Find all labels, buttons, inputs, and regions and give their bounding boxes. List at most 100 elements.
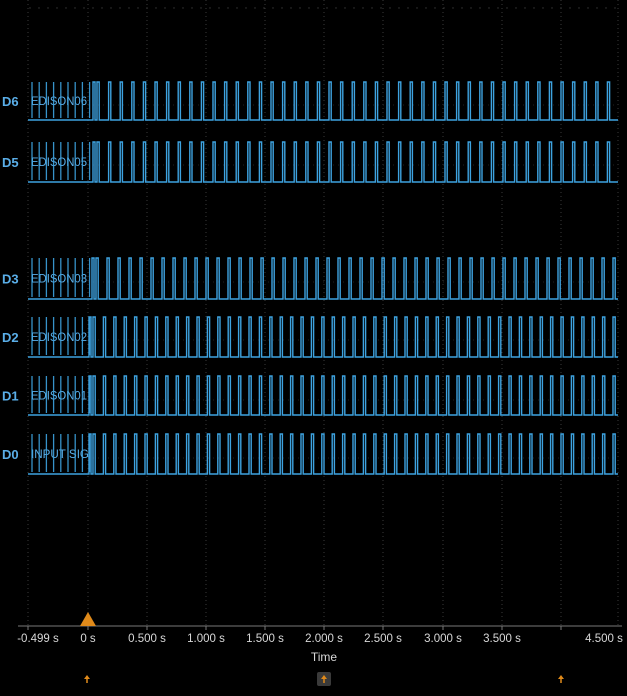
grid-dot bbox=[614, 7, 616, 9]
axis-tick-label: 4.500 s bbox=[585, 633, 623, 645]
grid-dot bbox=[344, 7, 346, 9]
grid-dot bbox=[236, 7, 238, 9]
channel-id-d6: D6 bbox=[2, 94, 19, 109]
channel-name-d6: EDISON06 bbox=[31, 96, 87, 108]
channel-name-d5: EDISON05 bbox=[31, 157, 87, 169]
grid-dot bbox=[335, 7, 337, 9]
position-up-arrow-icon bbox=[84, 675, 90, 683]
grid-dot bbox=[281, 7, 283, 9]
channel-id-d1: D1 bbox=[2, 389, 19, 404]
channel-labels: D6 EDISON06 D5 EDISON05 D3 EDISON03 D2 EDISON02… bbox=[2, 94, 89, 462]
grid-dot bbox=[38, 7, 40, 9]
grid-dot bbox=[443, 7, 445, 9]
markers bbox=[80, 612, 564, 686]
trace-d6-label-area bbox=[31, 82, 91, 118]
grid-dot bbox=[308, 7, 310, 9]
grid-dot bbox=[110, 7, 112, 9]
grid-dot bbox=[578, 7, 580, 9]
axis-tick-label: 2.500 s bbox=[364, 633, 402, 645]
graticule bbox=[18, 0, 622, 627]
grid-dot bbox=[326, 7, 328, 9]
grid-dot bbox=[560, 7, 562, 9]
axis-tick-label: 0 s bbox=[80, 633, 96, 645]
grid-dot bbox=[506, 7, 508, 9]
trace-d5 bbox=[28, 141, 618, 183]
grid-dot bbox=[362, 7, 364, 9]
grid-dot bbox=[263, 7, 265, 9]
axis-tick-label: 1.000 s bbox=[187, 633, 225, 645]
position-up-arrow-boxed-icon bbox=[321, 675, 327, 683]
grid-dot bbox=[164, 7, 166, 9]
trace-d0 bbox=[28, 433, 618, 475]
grid-dot bbox=[155, 7, 157, 9]
grid-dot bbox=[524, 7, 526, 9]
grid-dot bbox=[515, 7, 517, 9]
grid-dot bbox=[371, 7, 373, 9]
grid-dot bbox=[182, 7, 184, 9]
grid-dot bbox=[29, 7, 31, 9]
channel-id-d3: D3 bbox=[2, 272, 19, 287]
grid-dot bbox=[47, 7, 49, 9]
trace-d5-label-area bbox=[31, 142, 91, 180]
grid-dot bbox=[56, 7, 58, 9]
grid-dot bbox=[596, 7, 598, 9]
grid-dot bbox=[398, 7, 400, 9]
grid-dot bbox=[407, 7, 409, 9]
grid-dot bbox=[479, 7, 481, 9]
grid-dot bbox=[299, 7, 301, 9]
trace-d2 bbox=[28, 316, 618, 358]
axis-tick-label: 0.500 s bbox=[128, 633, 166, 645]
grid-dot bbox=[92, 7, 94, 9]
channel-name-d1: EDISON01 bbox=[31, 391, 87, 403]
grid-dot bbox=[452, 7, 454, 9]
channel-name-d3: EDISON03 bbox=[31, 274, 87, 286]
grid-dot bbox=[200, 7, 202, 9]
arrow-head bbox=[84, 675, 90, 679]
grid-dot bbox=[101, 7, 103, 9]
axis-tick-label: 3.000 s bbox=[424, 633, 462, 645]
grid-dot bbox=[587, 7, 589, 9]
axis-title: Time bbox=[311, 650, 338, 664]
axis-tick-label: 2.000 s bbox=[305, 633, 343, 645]
grid-dot bbox=[569, 7, 571, 9]
grid-dot bbox=[173, 7, 175, 9]
time-axis: -0.499 s 0 s 0.500 s 1.000 s 1.500 s 2.000 s 2… bbox=[17, 626, 623, 664]
channel-id-d0: D0 bbox=[2, 447, 19, 462]
grid-dot bbox=[533, 7, 535, 9]
grid-dot bbox=[497, 7, 499, 9]
trigger-triangle-icon bbox=[80, 612, 96, 626]
grid-dot bbox=[290, 7, 292, 9]
grid-dot bbox=[146, 7, 148, 9]
grid-dot bbox=[128, 7, 130, 9]
grid-dot bbox=[65, 7, 67, 9]
grid-dot bbox=[461, 7, 463, 9]
trace-d3-label-area bbox=[31, 258, 91, 297]
grid-dot bbox=[605, 7, 607, 9]
grid-dot bbox=[380, 7, 382, 9]
arrow-head bbox=[558, 675, 564, 679]
channel-name-d0: INPUT SIG bbox=[31, 449, 89, 461]
grid-dot bbox=[317, 7, 319, 9]
axis-tick-label: -0.499 s bbox=[17, 633, 59, 645]
grid-dot bbox=[434, 7, 436, 9]
grid-dot bbox=[488, 7, 490, 9]
channel-name-d2: EDISON02 bbox=[31, 332, 87, 344]
digital-traces bbox=[28, 81, 618, 475]
grid-dot bbox=[425, 7, 427, 9]
grid-dot bbox=[119, 7, 121, 9]
grid-dot bbox=[470, 7, 472, 9]
channel-id-d5: D5 bbox=[2, 155, 19, 170]
trace-d1 bbox=[28, 375, 618, 416]
grid-dot bbox=[542, 7, 544, 9]
grid-dot bbox=[209, 7, 211, 9]
grid-dot bbox=[218, 7, 220, 9]
axis-tick-label: 3.500 s bbox=[483, 633, 521, 645]
position-up-arrow-icon bbox=[558, 675, 564, 683]
arrow-head bbox=[321, 675, 327, 679]
axis-tick-label: 1.500 s bbox=[246, 633, 284, 645]
trace-d6 bbox=[28, 81, 618, 121]
channel-id-d2: D2 bbox=[2, 330, 19, 345]
grid-dot bbox=[245, 7, 247, 9]
